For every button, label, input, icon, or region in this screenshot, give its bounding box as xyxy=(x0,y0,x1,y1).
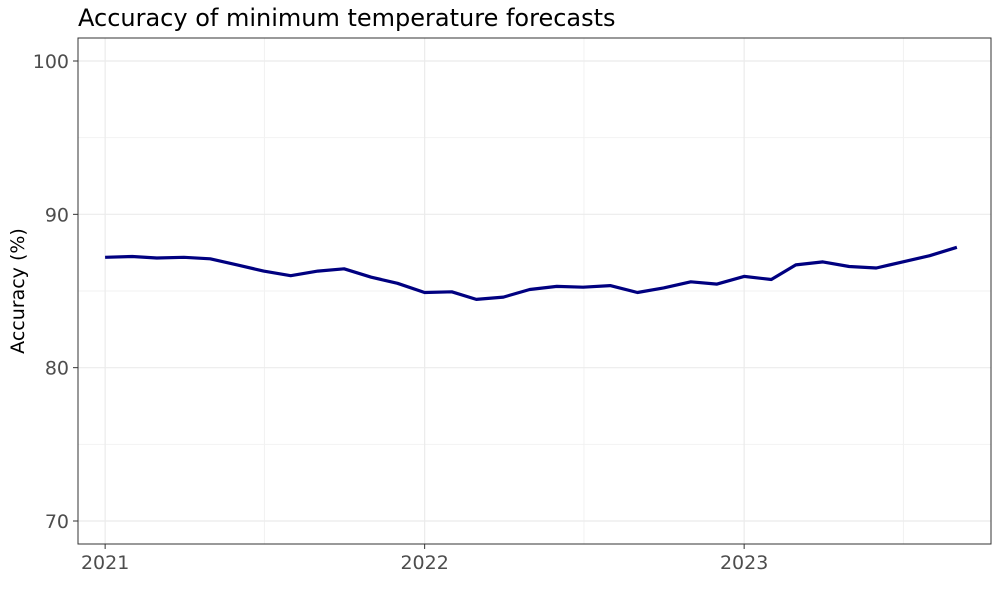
y-tick-label: 80 xyxy=(45,358,69,380)
series-line xyxy=(105,245,958,301)
y-tick-label: 90 xyxy=(45,204,69,226)
x-tick-label: 2023 xyxy=(720,552,768,574)
series-layer xyxy=(105,245,958,301)
grid xyxy=(78,38,991,544)
axis-ticks: 70 80 90 100 2021 2022 2023 xyxy=(33,51,769,574)
y-axis-label: Accuracy (%) xyxy=(7,228,29,354)
x-tick-label: 2022 xyxy=(400,552,448,574)
chart-title: Accuracy of minimum temperature forecast… xyxy=(78,4,616,32)
plot-panel-border xyxy=(77,37,992,545)
x-tick-label: 2021 xyxy=(81,552,129,574)
y-tick-label: 70 xyxy=(45,511,69,533)
y-tick-label: 100 xyxy=(33,51,69,73)
